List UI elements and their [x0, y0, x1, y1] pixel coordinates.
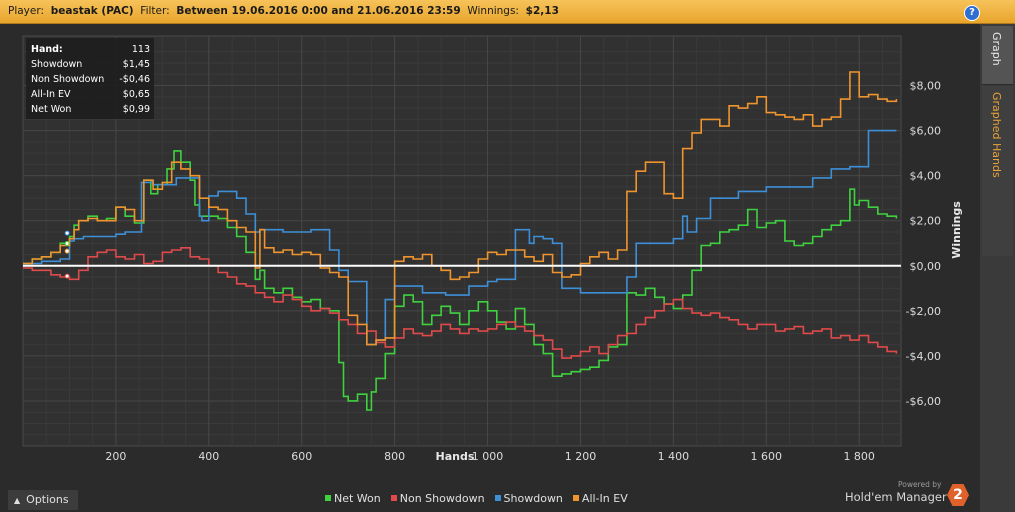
options-button[interactable]: ▲ Options: [8, 490, 78, 510]
tab-graphed-hands[interactable]: Graphed Hands: [982, 86, 1013, 256]
stat-value: $1,45: [123, 59, 150, 70]
y-tick-label: $8,00: [910, 80, 942, 93]
hover-point: [64, 240, 70, 246]
x-tick-label: 1 200: [565, 450, 597, 463]
legend-label: Net Won: [334, 491, 381, 505]
x-tick-label: 1 600: [751, 450, 783, 463]
stat-value: -$0,46: [119, 74, 150, 85]
stat-label: All-In EV: [31, 89, 71, 100]
y-tick-label: -$4,00: [906, 350, 941, 363]
series-line-all-in-ev: [23, 71, 898, 346]
x-tick-label: 1 000: [472, 450, 504, 463]
header-text: Player: beastak (PAC) Filter: Between 19…: [8, 5, 559, 17]
options-label: Options: [26, 493, 69, 506]
y-tick-label: -$6,00: [906, 395, 941, 408]
y-tick-label: $6,00: [910, 125, 942, 138]
legend-label: All-In EV: [581, 491, 628, 505]
legend-swatch: [494, 495, 501, 501]
x-axis-label: Hands: [436, 450, 475, 463]
chevron-up-icon: ▲: [14, 496, 21, 505]
tab-graph[interactable]: Graph: [982, 26, 1013, 85]
y-tick-label: $0,00: [910, 260, 942, 273]
winnings-label: Winnings:: [467, 5, 519, 17]
stat-label: Non Showdown: [31, 74, 104, 85]
y-tick-label: $4,00: [910, 170, 942, 183]
legend-swatch: [572, 495, 579, 501]
side-tabs: Graph Graphed Hands: [980, 24, 1015, 512]
brand-name: Hold'em Manager: [845, 490, 947, 504]
y-tick-label: -$2,00: [906, 305, 941, 318]
hover-point: [64, 248, 70, 254]
x-tick-label: 800: [384, 450, 405, 463]
legend-item-net-won[interactable]: Net Won: [325, 491, 381, 505]
player-value: beastak (PAC): [50, 5, 134, 17]
legend-label: Showdown: [503, 491, 563, 505]
stat-value: 113: [132, 44, 150, 55]
stat-value: $0,99: [123, 104, 150, 115]
y-axis-label: Winnings: [950, 201, 963, 259]
x-tick-label: 400: [198, 450, 219, 463]
stats-box: Hand: 113 Showdown $1,45 Non Showdown -$0,46 A…: [26, 38, 154, 119]
stat-label: Hand:: [31, 44, 63, 55]
legend-item-showdown[interactable]: Showdown: [494, 491, 563, 505]
y-tick-label: $2,00: [910, 215, 942, 228]
filter-value: Between 19.06.2016 0:00 and 21.06.2016 2…: [176, 5, 461, 17]
series-line-net-won: [23, 150, 898, 411]
chart-legend: Net Won Non Showdown Showdown All-In EV: [325, 491, 632, 505]
header-bar: Player: beastak (PAC) Filter: Between 19…: [0, 0, 1015, 24]
plot-area: [22, 35, 902, 447]
player-label: Player:: [8, 5, 45, 17]
legend-label: Non Showdown: [399, 491, 485, 505]
stat-label: Showdown: [31, 59, 82, 70]
hover-point: [64, 273, 70, 279]
winnings-graph[interactable]: 200 400 600 800 1 000 1 200 1 400 1 600 1 800 $8,…: [0, 24, 980, 486]
x-tick-label: 1 400: [658, 450, 690, 463]
brand-logo: 2: [947, 484, 969, 506]
filter-label: Filter:: [140, 5, 170, 17]
tab-graphed-hands-label: Graphed Hands: [990, 92, 1003, 178]
legend-item-all-in-ev[interactable]: All-In EV: [572, 491, 628, 505]
stat-value: $0,65: [123, 89, 150, 100]
x-tick-label: 200: [105, 450, 126, 463]
winnings-value: $2,13: [525, 5, 559, 17]
legend-item-non-showdown[interactable]: Non Showdown: [390, 491, 485, 505]
legend-swatch: [390, 495, 397, 501]
help-icon[interactable]: ?: [964, 5, 980, 21]
series-line-non-showdown: [23, 247, 898, 359]
legend-swatch: [325, 495, 331, 501]
stat-label: Net Won: [31, 104, 71, 115]
powered-by: Powered by: [898, 480, 942, 489]
tab-graph-label: Graph: [990, 32, 1003, 66]
x-tick-label: 600: [291, 450, 312, 463]
hover-point: [64, 230, 70, 236]
x-tick-label: 1 800: [843, 450, 875, 463]
